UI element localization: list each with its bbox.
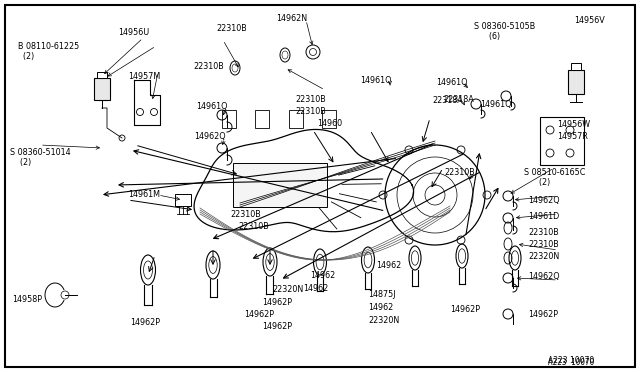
Text: 14962N: 14962N <box>276 14 307 23</box>
Text: A223 10070: A223 10070 <box>548 356 595 365</box>
Text: 14961M: 14961M <box>128 190 160 199</box>
Text: 14875J: 14875J <box>368 290 396 299</box>
Text: 14962: 14962 <box>303 284 328 293</box>
Text: 22310B: 22310B <box>295 95 326 104</box>
Text: 14962Q: 14962Q <box>528 272 559 281</box>
Bar <box>94 78 110 100</box>
Text: A223 10070: A223 10070 <box>548 358 595 367</box>
Text: 14962P: 14962P <box>450 305 480 314</box>
Text: 22310B: 22310B <box>230 210 260 219</box>
Text: 14962P: 14962P <box>130 318 160 327</box>
Bar <box>571 63 581 70</box>
Text: 22318A: 22318A <box>432 96 463 105</box>
Text: 22310B: 22310B <box>528 228 559 237</box>
Text: 14962Q: 14962Q <box>528 196 559 205</box>
Bar <box>222 110 236 128</box>
Bar <box>175 194 191 206</box>
Text: 22310B: 22310B <box>444 168 475 177</box>
Text: 22320N: 22320N <box>272 285 303 294</box>
Text: 14962: 14962 <box>376 261 401 270</box>
Text: 22320N: 22320N <box>528 252 559 261</box>
Text: 14962P: 14962P <box>528 310 558 319</box>
Text: 14961Q: 14961Q <box>360 76 392 85</box>
Text: 14956V: 14956V <box>574 16 605 25</box>
Text: 14956U: 14956U <box>118 28 149 37</box>
Text: 14962: 14962 <box>310 271 335 280</box>
Text: 14957M: 14957M <box>128 72 160 81</box>
Bar <box>540 117 584 165</box>
Text: 14961D: 14961D <box>528 212 559 221</box>
Text: 22318A: 22318A <box>443 95 474 104</box>
Text: 22310B: 22310B <box>295 107 326 116</box>
Text: 14962P: 14962P <box>262 322 292 331</box>
Text: 14957R: 14957R <box>557 132 588 141</box>
Text: 14960: 14960 <box>317 119 342 128</box>
Text: 14958P: 14958P <box>12 295 42 304</box>
Bar <box>322 110 336 128</box>
Text: 14961Q: 14961Q <box>436 78 467 87</box>
Text: 14962P: 14962P <box>244 310 274 319</box>
Text: 22310B: 22310B <box>238 222 269 231</box>
Text: S 08510-6165C
      (2): S 08510-6165C (2) <box>524 168 586 187</box>
Bar <box>255 110 269 128</box>
Text: 14961Q: 14961Q <box>196 102 227 111</box>
Text: 22310B: 22310B <box>193 62 224 71</box>
Text: 22310B: 22310B <box>528 240 559 249</box>
Text: S 08360-5105B
      (6): S 08360-5105B (6) <box>474 22 535 41</box>
Text: S 08360-51014
    (2): S 08360-51014 (2) <box>10 148 70 167</box>
FancyBboxPatch shape <box>233 163 327 207</box>
Text: 14956W: 14956W <box>557 120 590 129</box>
Text: 22310B: 22310B <box>216 24 247 33</box>
Text: 14962: 14962 <box>368 303 393 312</box>
Text: 22320N: 22320N <box>368 316 399 325</box>
Text: 14961Q: 14961Q <box>480 100 511 109</box>
Text: 14962P: 14962P <box>262 298 292 307</box>
Text: 14962Q: 14962Q <box>194 132 226 141</box>
Bar <box>289 110 303 128</box>
Bar <box>568 70 584 94</box>
Bar <box>97 72 107 78</box>
Text: B 08110-61225
  (2): B 08110-61225 (2) <box>18 42 79 61</box>
